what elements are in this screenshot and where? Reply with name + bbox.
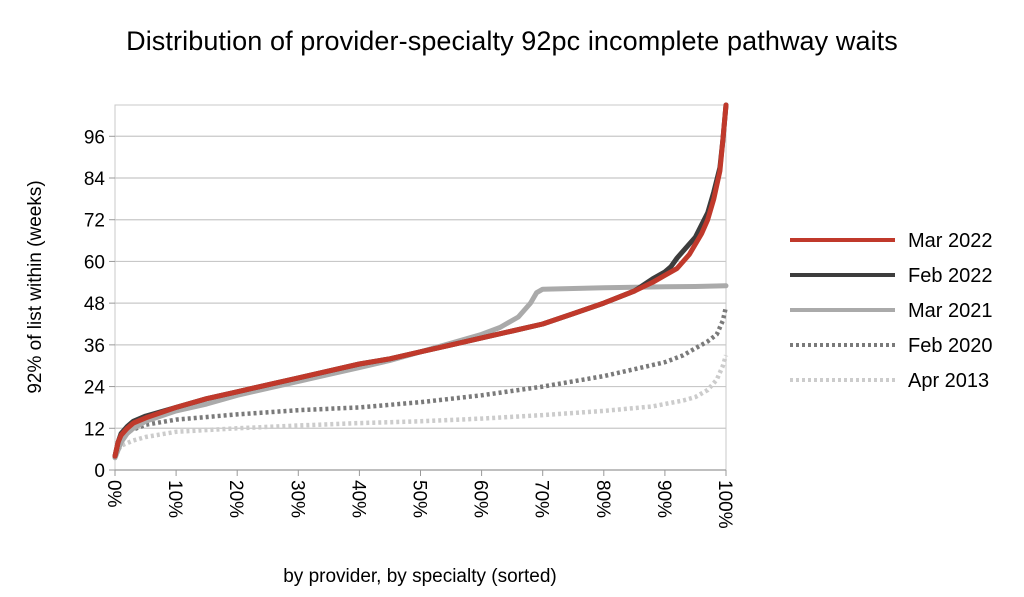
y-tick-label: 72 bbox=[84, 211, 105, 232]
x-tick-label: 20% bbox=[225, 480, 246, 518]
gridlines bbox=[115, 135, 726, 471]
x-tick-label: 0% bbox=[103, 480, 124, 508]
x-tick-label: 80% bbox=[592, 480, 613, 518]
x-axis-ticks: 0% 10% 20% 30% 40% 50% 60% 70% 80% 90% 100% bbox=[103, 470, 735, 529]
x-tick-label: 90% bbox=[653, 480, 674, 518]
x-tick-label: 60% bbox=[470, 480, 491, 518]
x-tick-label: 100% bbox=[714, 480, 735, 529]
y-axis-ticks: 0 12 24 36 48 60 72 84 96 bbox=[84, 127, 115, 482]
legend-label: Feb 2022 bbox=[908, 265, 993, 287]
x-tick-label: 30% bbox=[286, 480, 307, 518]
y-tick-label: 0 bbox=[94, 461, 105, 482]
x-tick-label: 70% bbox=[531, 480, 552, 518]
y-tick-label: 36 bbox=[84, 336, 105, 357]
y-tick-label: 48 bbox=[84, 294, 105, 315]
legend-label: Mar 2021 bbox=[908, 300, 993, 322]
legend: Mar 2022 Feb 2022 Mar 2021 Feb 2020 Apr 2013 bbox=[790, 230, 993, 392]
series-lines bbox=[112, 102, 729, 461]
legend-label: Apr 2013 bbox=[908, 370, 989, 392]
x-tick-label: 40% bbox=[347, 480, 368, 518]
x-tick-label: 10% bbox=[164, 480, 185, 518]
legend-label: Feb 2020 bbox=[908, 335, 993, 357]
x-tick-label: 50% bbox=[409, 480, 430, 518]
series-line bbox=[113, 354, 729, 456]
x-axis-label: by provider, by specialty (sorted) bbox=[283, 566, 557, 587]
y-tick-label: 96 bbox=[84, 127, 105, 148]
y-tick-label: 12 bbox=[84, 419, 105, 440]
series-line bbox=[112, 306, 729, 458]
y-tick-label: 24 bbox=[84, 378, 106, 399]
series-line bbox=[112, 102, 729, 459]
chart-title: Distribution of provider-specialty 92pc … bbox=[126, 26, 898, 56]
y-tick-label: 84 bbox=[84, 169, 106, 190]
y-axis-label: 92% of list within (weeks) bbox=[25, 180, 46, 393]
y-tick-label: 60 bbox=[84, 252, 105, 273]
legend-label: Mar 2022 bbox=[908, 230, 993, 252]
